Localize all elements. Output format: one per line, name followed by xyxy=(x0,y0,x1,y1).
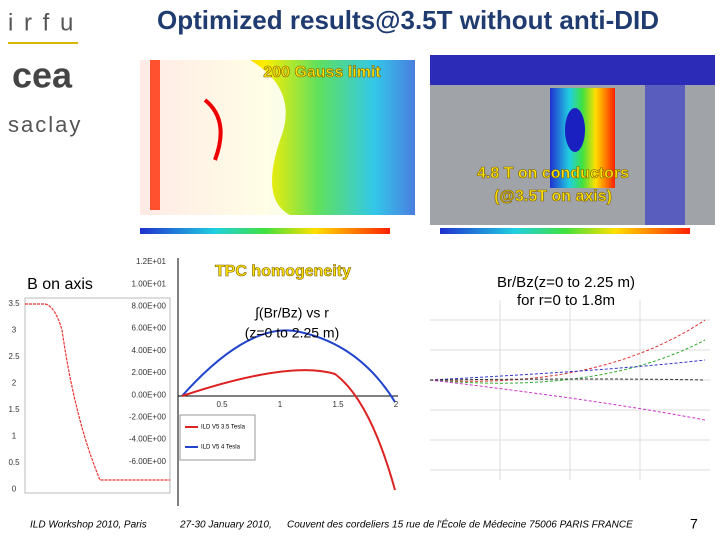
brbz-label: for r=0 to 1.8m xyxy=(517,292,615,309)
b-axis-tick: 1 xyxy=(12,432,17,441)
tpc-y-tick: 1.2E+01 xyxy=(136,257,167,266)
tpc-curve-4 xyxy=(181,369,396,491)
colorbar xyxy=(140,228,390,234)
yoke-bars xyxy=(645,85,685,225)
b-axis-tick: 2.5 xyxy=(8,352,20,361)
tpc-y-tick: 1.00E+01 xyxy=(132,279,167,288)
tpc-y-tick: 4.00E+00 xyxy=(132,346,167,355)
brbz-curves xyxy=(429,319,706,421)
tpc-plot xyxy=(178,258,398,506)
page-number: 7 xyxy=(690,516,698,532)
brbz-label: Br/Bz(z=0 to 2.25 m) xyxy=(497,274,635,291)
b-axis-curve xyxy=(25,303,170,481)
footer-venue: Couvent des cordeliers 15 rue de l'École… xyxy=(287,518,633,531)
tpc-y-tick: -6.00E+00 xyxy=(129,457,167,466)
logo-irfu: i r f u xyxy=(8,9,75,36)
tpc-y-tick: 2.00E+00 xyxy=(132,368,167,377)
tpc-y-tick: 0.00E+00 xyxy=(132,390,167,399)
conductor-label: 4.8 T on conductors xyxy=(477,165,629,182)
slide-title: Optimized results@3.5T without anti-DID xyxy=(157,5,659,35)
footer-dates: 27-30 January 2010, xyxy=(179,520,272,531)
tpc-label: TPC homogeneity xyxy=(215,263,351,280)
b-axis-tick: 1.5 xyxy=(8,405,20,414)
b-axis-tick: 0.5 xyxy=(8,458,20,467)
logo-cea: cea xyxy=(12,55,73,96)
tpc-y-tick: 6.00E+00 xyxy=(132,324,167,333)
conductor-label: (@3.5T on axis) xyxy=(494,188,612,205)
tpc-x-tick: 1 xyxy=(278,400,283,409)
brbz-plot xyxy=(402,285,718,507)
coil-edge xyxy=(203,98,223,161)
yoke xyxy=(150,60,160,210)
conductor-top xyxy=(430,55,715,85)
tpc-x-tick: 1.5 xyxy=(332,400,344,409)
field-map-mask xyxy=(140,60,290,215)
legend-entry: ILD V5 3.5 Tesla xyxy=(201,425,246,431)
b-axis-tick: 2 xyxy=(12,379,17,388)
tpc-formula: (z=0 to 2.25 m) xyxy=(245,325,340,341)
field-map-label: 200 Gauss limit xyxy=(263,64,381,81)
tpc-y-tick: -2.00E+00 xyxy=(129,413,167,422)
b-axis-tick: 3 xyxy=(12,326,17,335)
logo-saclay: saclay xyxy=(8,112,82,137)
tpc-y-tick: 8.00E+00 xyxy=(132,302,167,311)
legend-entry: ILD V5 4 Tesla xyxy=(201,445,241,451)
tpc-x-tick: 2 xyxy=(394,400,399,409)
b-axis-tick: 3.5 xyxy=(8,299,20,308)
colorbar xyxy=(440,228,690,234)
b-axis-label: B on axis xyxy=(27,276,93,293)
tpc-formula: ∫(Br/Bz) vs r xyxy=(254,305,329,321)
logo-rule xyxy=(8,42,78,44)
tpc-y-tick: -4.00E+00 xyxy=(129,435,167,444)
footer-event: ILD Workshop 2010, Paris xyxy=(30,520,147,531)
tpc-curve-3p5 xyxy=(181,329,396,403)
b-axis-plot xyxy=(24,297,171,494)
conductor-spot xyxy=(565,108,585,152)
tpc-legend xyxy=(179,414,256,461)
b-axis-tick: 0 xyxy=(12,485,17,494)
tpc-x-tick: 0.5 xyxy=(216,400,228,409)
